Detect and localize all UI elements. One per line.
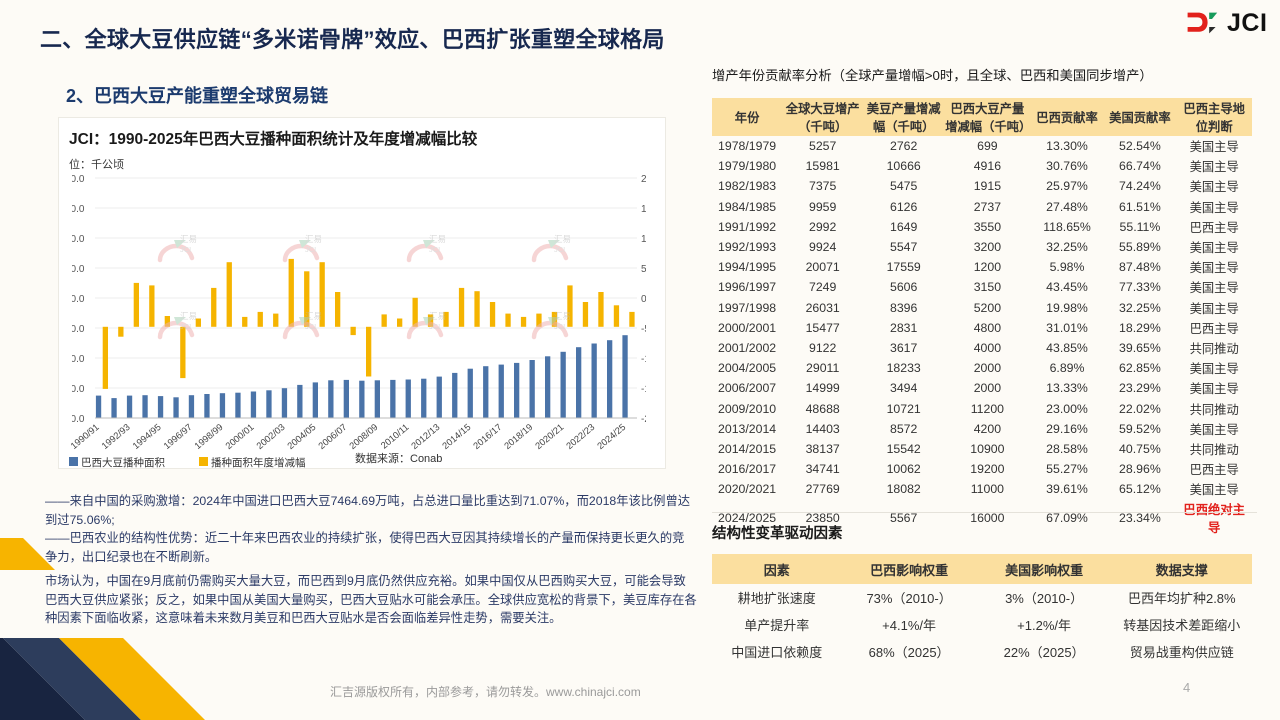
svg-text:数据来源：Conab: 数据来源：Conab [355, 451, 442, 465]
svg-text:汇易: 汇易 [554, 234, 571, 244]
svg-text:JCI: JCI [554, 245, 565, 254]
svg-text:位：千公顷: 位：千公顷 [69, 157, 124, 171]
svg-text:JCI: JCI [429, 322, 440, 331]
svg-text:汇易: 汇易 [180, 311, 197, 321]
svg-text:汇易: 汇易 [429, 311, 446, 321]
svg-text:汇易: 汇易 [429, 234, 446, 244]
svg-text:汇易: 汇易 [305, 234, 322, 244]
svg-text:汇易: 汇易 [305, 311, 322, 321]
svg-text:汇易: 汇易 [180, 234, 197, 244]
svg-text:巴西大豆播种面积: 巴西大豆播种面积 [81, 456, 165, 469]
svg-text:JCI: JCI [305, 322, 316, 331]
svg-text:播种面积年度增减幅: 播种面积年度增减幅 [211, 456, 306, 469]
svg-text:汇易: 汇易 [554, 311, 571, 321]
svg-text:JCI: JCI [554, 322, 565, 331]
svg-text:JCI: JCI [180, 322, 191, 331]
svg-text:JCI: JCI [305, 245, 316, 254]
svg-text:JCI：1990-2025年巴西大豆播种面积统计及年度增减幅: JCI：1990-2025年巴西大豆播种面积统计及年度增减幅比较 [69, 129, 478, 148]
svg-text:JCI: JCI [180, 245, 191, 254]
svg-text:JCI: JCI [429, 245, 440, 254]
